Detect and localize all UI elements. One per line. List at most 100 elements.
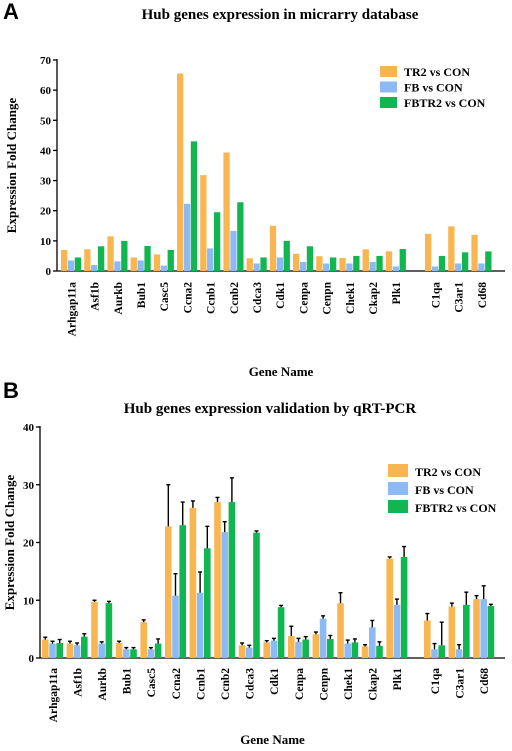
- legend-swatch: [388, 500, 408, 513]
- bar-asf1b-series-2: [91, 264, 98, 271]
- bar-ccnb2-series-3: [228, 502, 236, 658]
- bar-cdca3-series-3: [253, 532, 260, 658]
- bar-c1qa-series-3: [438, 255, 446, 271]
- bar-bub1-series-2: [123, 649, 130, 658]
- x-tick-label: Ckap2: [368, 282, 380, 315]
- bar-c1qa-series-1: [424, 620, 431, 658]
- bar-c3ar1-series-2: [455, 263, 462, 271]
- bar-c3ar1-series-3: [463, 604, 470, 658]
- x-tick-label: Chek1: [343, 668, 355, 700]
- chart-a-microarray: Hub genes expression in micrarry databas…: [4, 7, 505, 379]
- bar-cenpa-series-1: [288, 636, 295, 658]
- bar-ccnb1-series-3: [214, 212, 221, 271]
- bar-cdk1-series-2: [276, 257, 283, 271]
- bar-asf1b-series-3: [98, 246, 105, 271]
- bar-bub1-series-1: [115, 642, 123, 658]
- bar-c3ar1-series-1: [448, 226, 455, 271]
- bar-chek1-series-3: [351, 642, 359, 658]
- x-tick-label: C3ar1: [454, 282, 466, 313]
- bar-aurkb-series-2: [114, 261, 121, 271]
- x-tick-label: Ccnb2: [220, 668, 232, 700]
- bar-arhgap11a-series-2: [67, 260, 75, 271]
- x-tick-label: Casc5: [146, 668, 158, 698]
- bar-casc5-series-2: [160, 265, 167, 271]
- bar-c1qa-series-2: [431, 266, 439, 271]
- chart-title: Hub genes expression in micrarry databas…: [142, 7, 419, 23]
- x-tick-label: Aurkb: [97, 668, 109, 701]
- legend-swatch: [380, 66, 397, 77]
- bar-cd68-series-2: [480, 599, 487, 658]
- x-tick-label: C1qa: [430, 282, 442, 308]
- bar-ccna2-series-1: [165, 526, 172, 658]
- x-tick-label: Plk1: [392, 668, 404, 691]
- bar-cenpn-series-3: [330, 257, 337, 271]
- bar-c1qa-series-1: [425, 233, 432, 271]
- bar-c3ar1-series-2: [455, 649, 463, 658]
- bar-ccnb1-series-2: [207, 248, 214, 271]
- bar-cd68-series-1: [471, 234, 478, 271]
- bar-bub1-series-3: [144, 245, 151, 271]
- x-tick-label: Ccnb2: [229, 282, 241, 314]
- bar-cenpn-series-3: [327, 638, 334, 658]
- bar-casc5-series-1: [153, 254, 161, 271]
- bar-ccnb1-series-3: [204, 548, 211, 658]
- bar-cdca3-series-1: [238, 645, 246, 658]
- bar-casc5-series-3: [154, 643, 162, 658]
- bar-c1qa-series-2: [431, 649, 438, 658]
- x-tick-label: C1qa: [430, 668, 442, 694]
- bar-c3ar1-series-1: [448, 606, 456, 658]
- bar-asf1b-series-3: [81, 636, 88, 658]
- bar-ccnb1-series-1: [200, 175, 207, 271]
- bar-casc5-series-3: [167, 249, 174, 271]
- x-tick-label: Plk1: [391, 282, 403, 305]
- x-tick-label: Cenpn: [322, 281, 334, 314]
- bar-arhgap11a-series-1: [42, 639, 49, 658]
- y-tick-label: 60: [40, 85, 52, 97]
- legend-swatch: [380, 97, 397, 108]
- legend-entry: TR2 vs CON: [415, 465, 481, 479]
- x-tick-label: Asf1b: [90, 282, 102, 311]
- bar-aurkb-series-3: [105, 603, 113, 658]
- bar-ccnb2-series-3: [237, 202, 244, 271]
- bar-arhgap11a-series-2: [49, 643, 56, 658]
- x-tick-label: Bub1: [136, 282, 148, 308]
- x-tick-label: Ccna2: [182, 282, 194, 314]
- y-axis-label: Expression Fold Change: [4, 97, 19, 233]
- bar-asf1b-series-1: [84, 249, 91, 271]
- bar-cd68-series-1: [473, 599, 480, 658]
- legend-swatch: [388, 482, 408, 495]
- y-tick-label: 50: [40, 115, 52, 127]
- x-tick-label: Cenpa: [298, 282, 310, 314]
- bar-plk1-series-1: [386, 558, 393, 658]
- bar-cenpa-series-3: [302, 639, 309, 658]
- legend-entry: FB vs CON: [404, 81, 463, 95]
- bar-cenpa-series-2: [299, 261, 307, 271]
- x-tick-label: Chek1: [345, 282, 357, 314]
- bar-ckap2-series-2: [369, 261, 376, 271]
- bar-bub1-series-1: [130, 257, 137, 271]
- bar-plk1-series-3: [400, 556, 408, 658]
- bar-ccna2-series-2: [172, 595, 179, 658]
- x-tick-label: Cdca3: [252, 282, 264, 314]
- y-tick-label: 20: [40, 206, 52, 218]
- x-tick-label: Cd68: [477, 282, 489, 308]
- x-tick-label: Cd68: [479, 668, 491, 694]
- bar-asf1b-series-1: [66, 643, 74, 658]
- x-tick-label: Ccna2: [171, 668, 183, 700]
- legend-entry: TR2 vs CON: [404, 65, 470, 79]
- x-axis-label: Gene Name: [240, 732, 305, 747]
- bar-ccnb1-series-2: [196, 592, 204, 658]
- bar-ccna2-series-3: [179, 525, 186, 658]
- y-tick-label: 10: [23, 595, 35, 607]
- bar-arhgap11a-series-1: [61, 249, 68, 271]
- legend-swatch: [388, 464, 408, 477]
- bar-aurkb-series-1: [107, 236, 114, 271]
- bar-cenpa-series-2: [295, 641, 302, 658]
- bar-bub1-series-3: [130, 649, 137, 658]
- bar-cenpa-series-1: [293, 253, 300, 271]
- y-tick-label: 10: [40, 236, 52, 248]
- bar-ckap2-series-1: [361, 646, 369, 658]
- bar-chek1-series-1: [339, 258, 346, 271]
- bar-arhgap11a-series-3: [74, 257, 82, 271]
